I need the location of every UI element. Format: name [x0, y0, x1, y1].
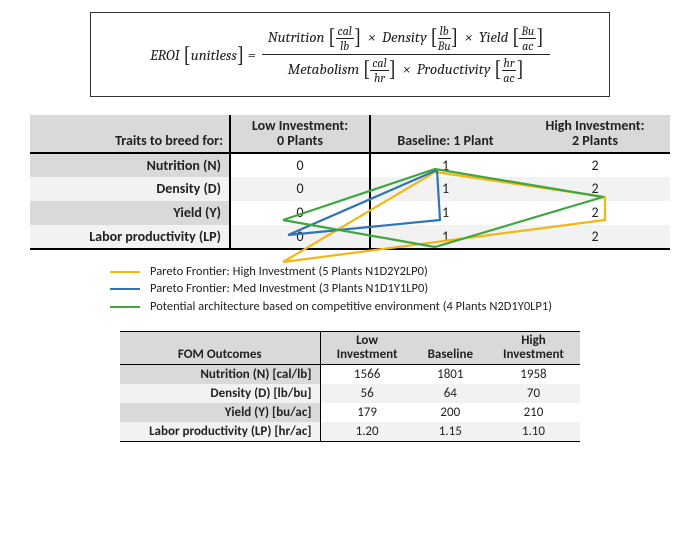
table-row: Density (D) 0 1 2	[30, 177, 670, 201]
term-yield: Yield	[479, 28, 509, 46]
cell: 1.20	[320, 422, 414, 442]
cell: 2	[520, 225, 670, 249]
col-base-bottom: Baseline: 1 Plant	[377, 133, 514, 148]
cell: 56	[320, 384, 414, 403]
legend-swatch	[110, 288, 140, 290]
term-productivity: Productivity	[417, 60, 491, 78]
row-label: Yield (Y)	[30, 201, 230, 225]
term-metabolism: Metabolism	[288, 60, 360, 78]
col-high-top: High Investment:	[526, 118, 664, 133]
fom-body: Nutrition (N) [cal/lb] 1566 1801 1958 De…	[120, 365, 580, 442]
cell: 0	[230, 225, 370, 249]
cell: 1	[370, 225, 520, 249]
unit-top: lb	[438, 25, 451, 39]
cell: 1566	[320, 365, 414, 385]
cell: 1	[370, 153, 520, 177]
table-row: Yield (Y) 0 1 2	[30, 201, 670, 225]
eroi-formula: EROI [unitless] = Nutrition [callb] × De…	[90, 12, 610, 97]
legend-item: Potential architecture based on competit…	[110, 299, 590, 315]
unit-bot: ac	[503, 71, 514, 84]
formula-numerator: Nutrition [callb] × Density [lbBu] × Yie…	[262, 23, 550, 54]
legend: Pareto Frontier: High Investment (5 Plan…	[110, 264, 590, 315]
unit-top: cal	[336, 25, 354, 39]
cell: 64	[414, 384, 487, 403]
col-baseline: Baseline: 1 Plant	[370, 115, 520, 153]
col-top: High	[493, 334, 574, 348]
term-density: Density	[382, 28, 427, 46]
cell: 2	[520, 177, 670, 201]
formula-fraction: Nutrition [callb] × Density [lbBu] × Yie…	[262, 23, 550, 86]
legend-text: Potential architecture based on competit…	[150, 299, 590, 315]
term-nutrition: Nutrition	[268, 28, 325, 46]
table-row: Nutrition (N) 0 1 2	[30, 153, 670, 177]
legend-swatch	[110, 271, 140, 273]
cell: 70	[487, 384, 580, 403]
unit-bot: Bu	[438, 39, 451, 52]
col-bot: Investment	[493, 348, 574, 362]
cell: 1801	[414, 365, 487, 385]
col-bot: Baseline	[420, 348, 481, 362]
legend-swatch	[110, 306, 140, 308]
col-top: Low	[327, 334, 408, 348]
legend-item: Pareto Frontier: High Investment (5 Plan…	[110, 264, 590, 280]
row-label: Density (D) [lb/bu]	[120, 384, 320, 403]
traits-body: Nutrition (N) 0 1 2 Density (D) 0 1 2 Yi…	[30, 153, 670, 249]
legend-text: Pareto Frontier: Med Investment (3 Plant…	[150, 281, 590, 297]
cell: 2	[520, 153, 670, 177]
unit-bot: hr	[374, 71, 385, 84]
traits-corner: Traits to breed for:	[30, 115, 230, 153]
unit-top: cal	[370, 57, 388, 71]
row-label: Labor productivity (LP) [hr/ac]	[120, 422, 320, 442]
fom-col-base: Baseline	[414, 331, 487, 365]
cell: 210	[487, 403, 580, 422]
fom-table: FOM Outcomes Low Investment Baseline Hig…	[120, 331, 580, 443]
table-row: Labor productivity (LP) [hr/ac] 1.20 1.1…	[120, 422, 580, 442]
unit-top: Bu	[519, 25, 536, 39]
formula-lhs-unit: unitless	[191, 46, 237, 64]
traits-table-wrap: Traits to breed for: Low Investment: 0 P…	[30, 115, 670, 250]
legend-item: Pareto Frontier: Med Investment (3 Plant…	[110, 281, 590, 297]
cell: 0	[230, 201, 370, 225]
cell: 1.15	[414, 422, 487, 442]
row-label: Labor productivity (LP)	[30, 225, 230, 249]
legend-text: Pareto Frontier: High Investment (5 Plan…	[150, 264, 590, 280]
col-low-top: Low Investment:	[237, 118, 363, 133]
fom-corner: FOM Outcomes	[120, 331, 320, 365]
fom-col-low: Low Investment	[320, 331, 414, 365]
col-bot: Investment	[327, 348, 408, 362]
table-row: Yield (Y) [bu/ac] 179 200 210	[120, 403, 580, 422]
row-label: Density (D)	[30, 177, 230, 201]
col-low: Low Investment: 0 Plants	[230, 115, 370, 153]
unit-bot: lb	[340, 39, 349, 52]
cell: 1	[370, 177, 520, 201]
row-label: Nutrition (N)	[30, 153, 230, 177]
table-row: Density (D) [lb/bu] 56 64 70	[120, 384, 580, 403]
formula-denominator: Metabolism [calhr] × Productivity [hrac]	[282, 55, 530, 86]
col-high-bottom: 2 Plants	[526, 133, 664, 148]
cell: 0	[230, 153, 370, 177]
cell: 1	[370, 201, 520, 225]
unit-bot: ac	[522, 39, 533, 52]
fom-col-high: High Investment	[487, 331, 580, 365]
cell: 0	[230, 177, 370, 201]
formula-lhs: EROI [unitless] =	[150, 46, 256, 64]
unit-top: hr	[502, 57, 517, 71]
cell: 200	[414, 403, 487, 422]
col-high: High Investment: 2 Plants	[520, 115, 670, 153]
cell: 1958	[487, 365, 580, 385]
traits-table: Traits to breed for: Low Investment: 0 P…	[30, 115, 670, 250]
cell: 1.10	[487, 422, 580, 442]
cell: 179	[320, 403, 414, 422]
table-row: Labor productivity (LP) 0 1 2	[30, 225, 670, 249]
cell: 2	[520, 201, 670, 225]
table-row: Nutrition (N) [cal/lb] 1566 1801 1958	[120, 365, 580, 385]
formula-lhs-name: EROI	[150, 46, 180, 64]
row-label: Yield (Y) [bu/ac]	[120, 403, 320, 422]
col-low-bottom: 0 Plants	[237, 133, 363, 148]
row-label: Nutrition (N) [cal/lb]	[120, 365, 320, 385]
